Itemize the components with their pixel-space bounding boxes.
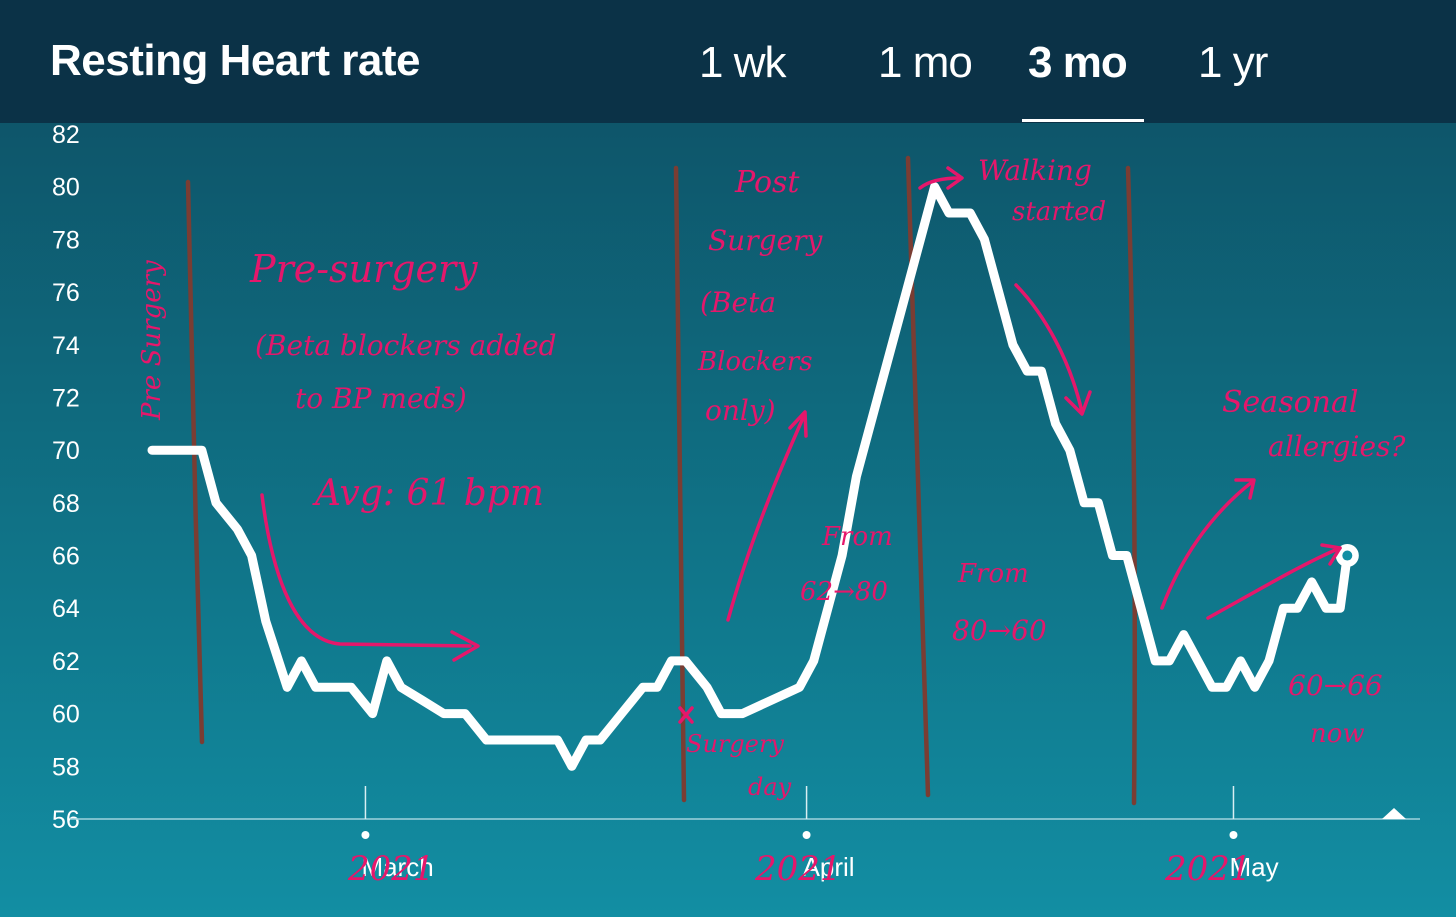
annotation-arrow-allergies (1160, 480, 1254, 610)
annotation-post-2: Surgery (708, 224, 823, 257)
tab-1-week[interactable]: 1 wk (699, 38, 786, 87)
annotation-arrowhead-rise (788, 410, 808, 438)
annotation-surgery-day-1: Surgery (686, 730, 784, 758)
annotation-arrowhead-now (1320, 543, 1342, 566)
annotation-from-62-value: 62→80 (800, 577, 888, 607)
annotation-post-3: (Beta (700, 286, 776, 319)
annotation-year-may: 2021 (1164, 849, 1252, 889)
header-bar: Resting Heart rate 1 wk 1 mo 3 mo 1 yr (0, 0, 1456, 123)
scrubber-handle[interactable] (1382, 808, 1406, 819)
annotation-year-april: 2021 (754, 849, 842, 889)
annotation-arrowhead-drop (1064, 390, 1092, 416)
y-tick-label: 74 (52, 332, 80, 360)
annotation-pre-surgery: Pre-surgery (249, 247, 478, 291)
y-tick-label: 76 (52, 279, 80, 307)
tab-1-year[interactable]: 1 yr (1198, 38, 1268, 87)
y-tick-label: 62 (52, 648, 80, 676)
annotation-arrowhead-walking (946, 166, 964, 190)
x-tick-label: April (803, 852, 855, 882)
y-tick-label: 56 (52, 806, 80, 834)
annotation-arrow-rise (726, 416, 805, 622)
annotation-beta-blockers-line2: to BP meds) (295, 382, 467, 415)
annotation-arrowhead-allergies (1234, 478, 1256, 500)
y-tick-label: 68 (52, 490, 80, 518)
annotation-post-1: Post (734, 165, 800, 200)
divider-surgery-day (673, 165, 687, 803)
annotation-pre-surgery-vertical: Pre Surgery (137, 260, 167, 421)
annotation-arrow-pre-surgery (260, 493, 472, 648)
annotation-from-80: From (957, 559, 1029, 589)
annotation-arrow-walking (918, 176, 962, 190)
x-tick-label: March (361, 852, 433, 882)
y-tick-label: 82 (52, 121, 80, 149)
y-tick-label: 66 (52, 543, 80, 571)
annotation-from-80-value: 80→60 (952, 614, 1047, 647)
divider-pre-surgery (185, 179, 205, 745)
y-axis: 82 80 78 76 74 72 70 68 66 64 62 60 58 56 (52, 121, 80, 834)
annotation-year-march: 2021 (347, 849, 435, 889)
annotation-post-4: Blockers (697, 347, 813, 377)
annotation-beta-blockers-line1: (Beta blockers added (255, 329, 557, 362)
annotation-surgery-day-2: day (748, 773, 792, 801)
active-tab-indicator (1022, 119, 1144, 122)
page-title: Resting Heart rate (50, 36, 421, 85)
y-tick-label: 72 (52, 384, 80, 412)
annotation-seasonal-2: allergies? (1268, 430, 1406, 463)
series-line-resting-hr (147, 182, 1352, 771)
y-tick-label: 60 (52, 701, 80, 729)
y-tick-label: 58 (52, 753, 80, 781)
x-tick-label: May (1229, 852, 1278, 882)
annotations: Pre Surgery Pre-surgery (Beta blockers a… (137, 154, 1406, 889)
latest-data-point-center (1342, 550, 1353, 561)
annotation-now-label: now (1310, 719, 1365, 749)
x-axis: March April May (70, 786, 1420, 882)
x-tick-dot (1229, 831, 1238, 839)
annotation-walking-2: started (1012, 197, 1106, 227)
annotation-average: Avg: 61 bpm (312, 473, 544, 514)
divider-may (1125, 165, 1137, 806)
y-tick-label: 64 (52, 595, 80, 623)
annotation-arrowhead-pre-surgery (450, 630, 480, 662)
annotation-from-62: From (821, 522, 893, 552)
annotation-arrow-drop (1014, 283, 1084, 414)
annotation-arrow-now (1206, 546, 1342, 620)
annotation-seasonal-1: Seasonal (1222, 385, 1358, 420)
x-tick-dot (802, 831, 811, 839)
tab-1-month[interactable]: 1 mo (878, 38, 973, 87)
surgery-day-x-mark (678, 706, 694, 724)
y-tick-label: 70 (52, 437, 80, 465)
y-tick-label: 80 (52, 174, 80, 202)
annotation-now-value: 60→66 (1288, 669, 1383, 702)
annotation-post-5: only) (705, 394, 776, 427)
y-tick-label: 78 (52, 226, 80, 254)
tab-3-months[interactable]: 3 mo (1028, 38, 1128, 87)
x-tick-dot (361, 831, 370, 839)
divider-walking-started (905, 155, 931, 798)
annotation-walking-1: Walking (978, 154, 1092, 187)
